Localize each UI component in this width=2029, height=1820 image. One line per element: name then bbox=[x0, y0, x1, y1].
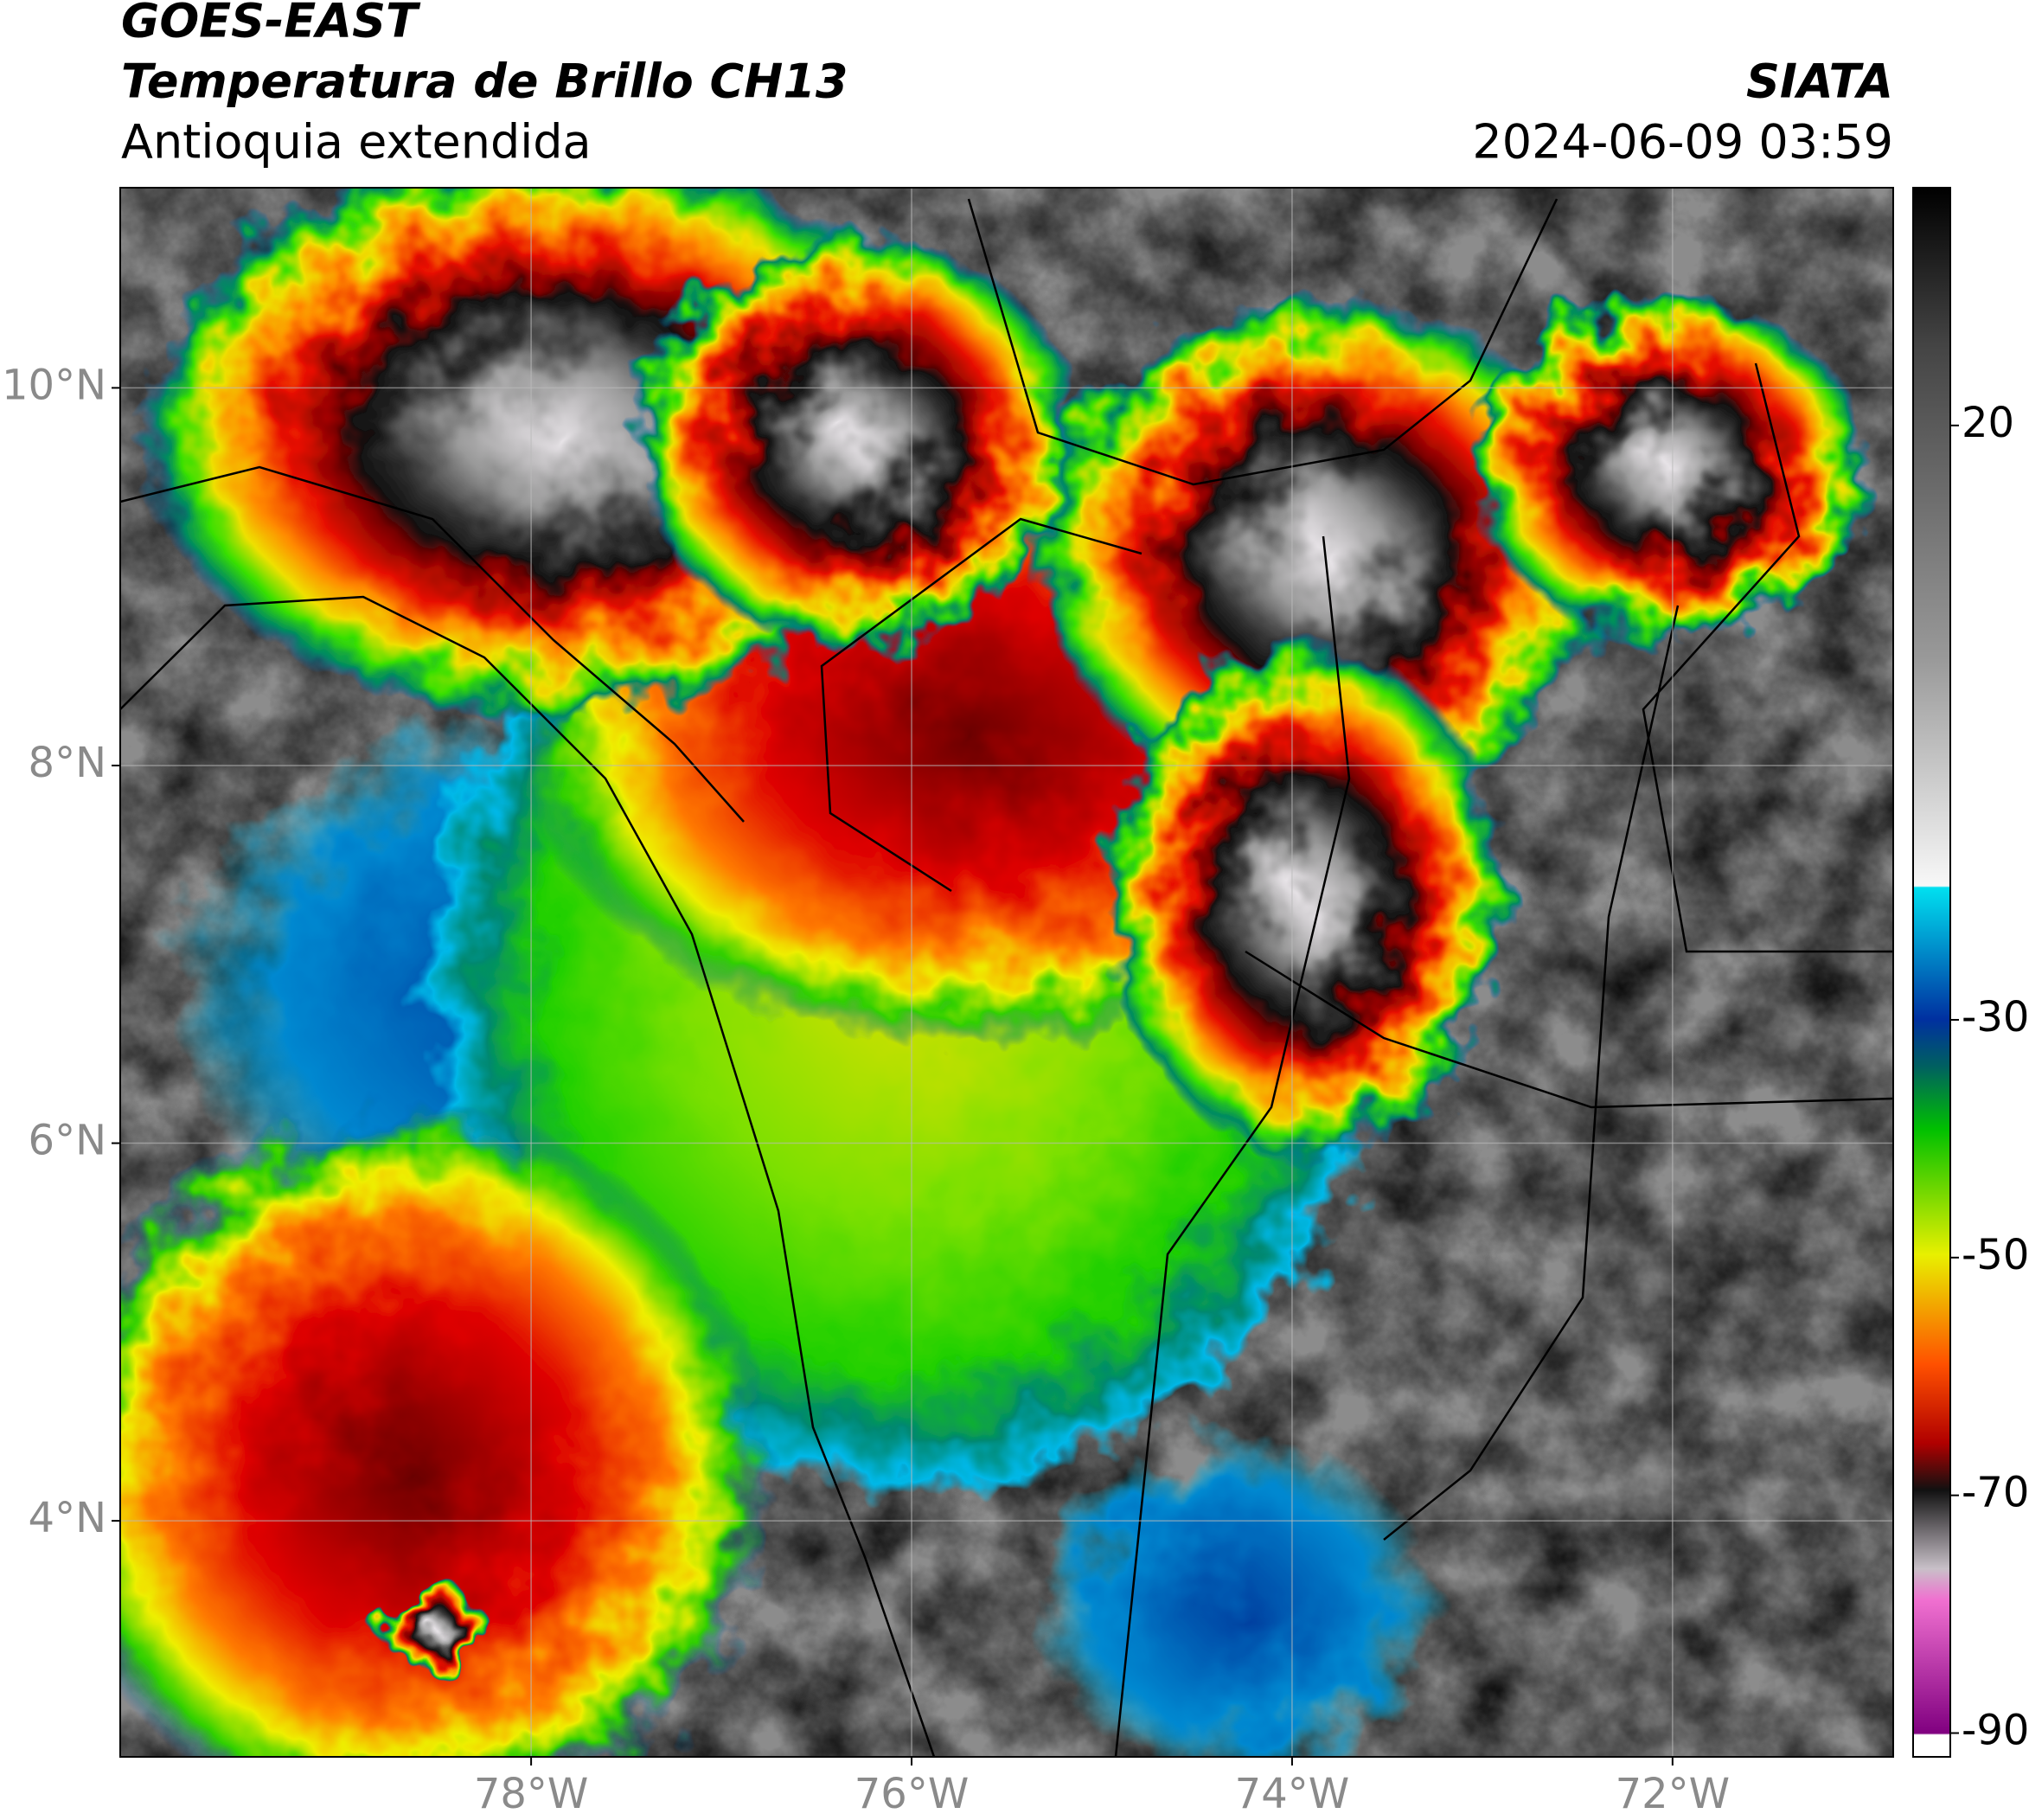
x-tick-label: 78°W bbox=[474, 1770, 589, 1817]
map-frame bbox=[119, 187, 1894, 1758]
y-tick-label: 10°N bbox=[2, 361, 106, 409]
colorbar-label: -30 bbox=[1962, 993, 2029, 1041]
colorbar-label: -70 bbox=[1962, 1469, 2029, 1517]
colorbar bbox=[1912, 187, 1951, 1758]
region: Antioquia extendida bbox=[121, 115, 592, 170]
colorbar-label: -90 bbox=[1962, 1707, 2029, 1755]
colorbar-label: -50 bbox=[1962, 1231, 2029, 1279]
y-tick-label: 4°N bbox=[29, 1494, 106, 1542]
colorbar-label: 20 bbox=[1962, 399, 2014, 447]
y-tick-label: 8°N bbox=[29, 739, 106, 787]
subtitle: Temperatura de Brillo CH13 bbox=[121, 54, 848, 109]
grid bbox=[120, 188, 1893, 1757]
map-imagery bbox=[120, 188, 1893, 1757]
x-tick-label: 72°W bbox=[1616, 1770, 1731, 1817]
x-tick-label: 76°W bbox=[854, 1770, 970, 1817]
y-tick-label: 6°N bbox=[29, 1117, 106, 1165]
title: GOES-EAST bbox=[121, 0, 421, 48]
x-tick-label: 74°W bbox=[1235, 1770, 1350, 1817]
source: SIATA bbox=[1746, 54, 1893, 109]
datetime: 2024-06-09 03:59 bbox=[1472, 115, 1893, 170]
